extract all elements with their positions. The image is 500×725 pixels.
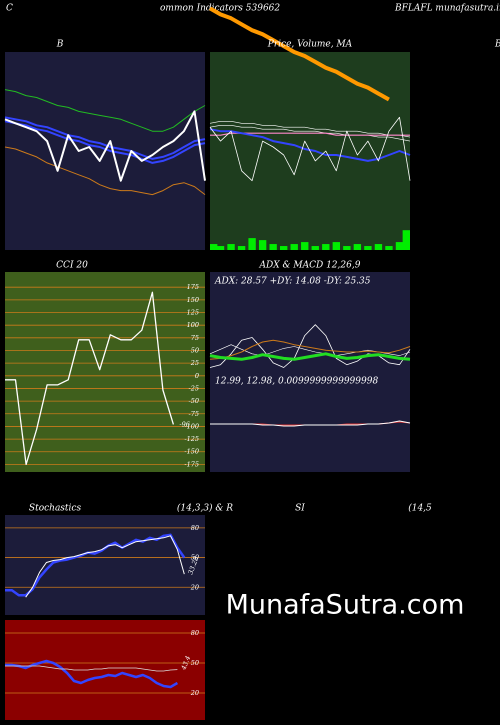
panel-title: CCI 20 bbox=[56, 261, 88, 271]
series-line bbox=[4, 89, 206, 132]
series-line bbox=[209, 339, 411, 360]
panel-title: ADX & MACD 12,26,9 bbox=[259, 261, 361, 271]
series-line bbox=[209, 121, 411, 138]
volume-bar bbox=[280, 246, 288, 250]
y-tick-label: -100 bbox=[184, 422, 199, 430]
series-line bbox=[5, 291, 175, 466]
panel-annotation: ADX: 28.57 +DY: 14.08 -DY: 25.35 bbox=[214, 277, 371, 287]
volume-bar bbox=[374, 244, 383, 250]
series-line bbox=[209, 116, 411, 182]
volume-bar bbox=[216, 246, 225, 250]
series-line bbox=[5, 659, 179, 689]
volume-bar bbox=[353, 244, 362, 250]
y-tick-label: -125 bbox=[184, 435, 199, 443]
volume-bar bbox=[258, 240, 267, 250]
y-tick-label: 100 bbox=[187, 321, 199, 329]
panel-background bbox=[210, 372, 410, 472]
volume-bar bbox=[248, 238, 256, 250]
y-tick-label: 50 bbox=[191, 659, 199, 667]
watermark: MunafaSutra.com bbox=[226, 590, 465, 621]
series-line bbox=[210, 420, 411, 427]
y-tick-label: -50 bbox=[189, 397, 199, 405]
y-tick-label: -75 bbox=[189, 410, 199, 418]
y-tick-label: -175 bbox=[184, 460, 199, 468]
y-tick-label: 50 bbox=[191, 554, 199, 562]
y-tick-label: 80 bbox=[191, 629, 199, 637]
volume-bar bbox=[332, 242, 340, 250]
volume-bar bbox=[269, 244, 277, 250]
volume-bar bbox=[343, 246, 351, 250]
volume-bar bbox=[301, 242, 309, 250]
header-site: BFLAFL munafasutra.in bbox=[394, 4, 500, 14]
header-edge: B bbox=[494, 40, 500, 50]
y-tick-label: 175 bbox=[187, 283, 199, 291]
panel-title: B bbox=[56, 40, 64, 50]
volume-bar bbox=[290, 244, 298, 250]
series-line bbox=[4, 110, 206, 182]
y-tick-label: 25 bbox=[190, 359, 199, 367]
header-title: ommon Indicators 539662 bbox=[160, 4, 280, 14]
y-tick-label: 80 bbox=[191, 524, 199, 532]
y-tick-label: 0 bbox=[195, 372, 199, 380]
y-tick-label: 20 bbox=[190, 583, 199, 591]
volume-bar bbox=[237, 246, 246, 250]
panel-subtitle: (14,5 bbox=[408, 503, 432, 514]
volume-bar bbox=[210, 244, 218, 250]
series-line bbox=[209, 352, 411, 361]
panel-background bbox=[5, 515, 205, 615]
series-line bbox=[209, 6, 390, 102]
y-tick-label: 75 bbox=[191, 334, 199, 342]
y-tick-label: 125 bbox=[187, 309, 199, 317]
panel-background bbox=[5, 272, 205, 472]
panel-title: Price, Volume, MA bbox=[267, 40, 353, 50]
y-tick-label: -25 bbox=[189, 384, 199, 392]
y-tick-label: -150 bbox=[184, 448, 199, 456]
series-line bbox=[4, 146, 206, 196]
y-tick-label: 20 bbox=[190, 689, 199, 697]
y-tick-label: 50 bbox=[191, 346, 199, 354]
volume-bar bbox=[395, 242, 404, 250]
series-line bbox=[209, 128, 411, 162]
volume-bar bbox=[227, 244, 235, 250]
series-line bbox=[25, 535, 185, 598]
series-line bbox=[5, 665, 178, 672]
volume-bar bbox=[364, 246, 372, 250]
volume-bar bbox=[311, 246, 319, 250]
series-line bbox=[209, 125, 411, 142]
volume-bar bbox=[322, 244, 330, 250]
volume-bar bbox=[385, 246, 393, 250]
panel-subtitle: (14,3,3) & R bbox=[177, 503, 233, 514]
volume-bar bbox=[402, 230, 410, 250]
panel-title: SI bbox=[295, 504, 305, 514]
panel-title: Stochastics bbox=[29, 504, 82, 514]
panel-annotation: 12.99, 12.98, 0.0099999999999998 bbox=[215, 377, 378, 387]
y-tick-label: 150 bbox=[187, 296, 199, 304]
series-line bbox=[4, 116, 206, 160]
last-value-label: -96 bbox=[179, 420, 189, 428]
header-left: C bbox=[6, 4, 13, 14]
